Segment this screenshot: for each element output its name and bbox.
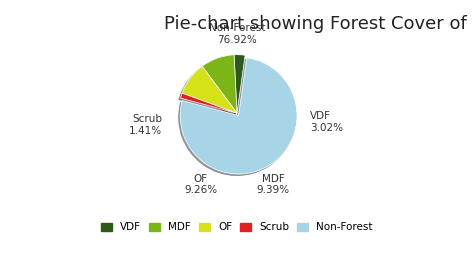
Text: VDF
3.02%: VDF 3.02% xyxy=(310,111,343,133)
Legend: VDF, MDF, OF, Scrub, Non-Forest: VDF, MDF, OF, Scrub, Non-Forest xyxy=(97,218,377,237)
Wedge shape xyxy=(180,58,297,174)
Text: Scrub
1.41%: Scrub 1.41% xyxy=(129,114,162,136)
Wedge shape xyxy=(182,66,237,113)
Wedge shape xyxy=(234,55,245,113)
Wedge shape xyxy=(202,55,237,113)
Text: Non-Forest
76.92%: Non-Forest 76.92% xyxy=(209,24,265,45)
Text: MDF
9.39%: MDF 9.39% xyxy=(256,174,290,195)
Wedge shape xyxy=(181,93,237,113)
Text: OF
9.26%: OF 9.26% xyxy=(184,174,218,195)
Text: Pie-chart showing Forest Cover of India: Pie-chart showing Forest Cover of India xyxy=(164,15,474,33)
